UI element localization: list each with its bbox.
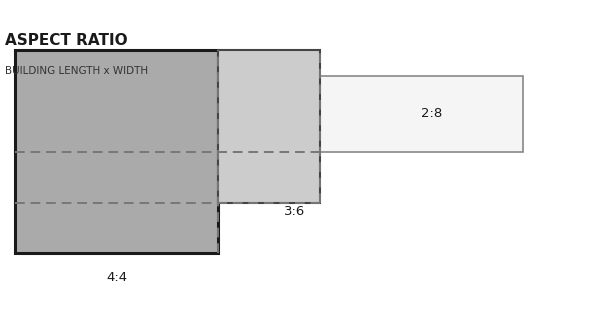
Bar	[218, 50, 320, 203]
Text: ASPECT RATIO: ASPECT RATIO	[5, 33, 128, 48]
Bar	[15, 50, 218, 253]
Bar	[218, 76, 523, 152]
Text: 4:4: 4:4	[106, 271, 128, 284]
Text: BUILDING LENGTH x WIDTH: BUILDING LENGTH x WIDTH	[5, 66, 148, 76]
Text: 3:6: 3:6	[285, 205, 305, 218]
Text: 2:8: 2:8	[421, 107, 442, 120]
